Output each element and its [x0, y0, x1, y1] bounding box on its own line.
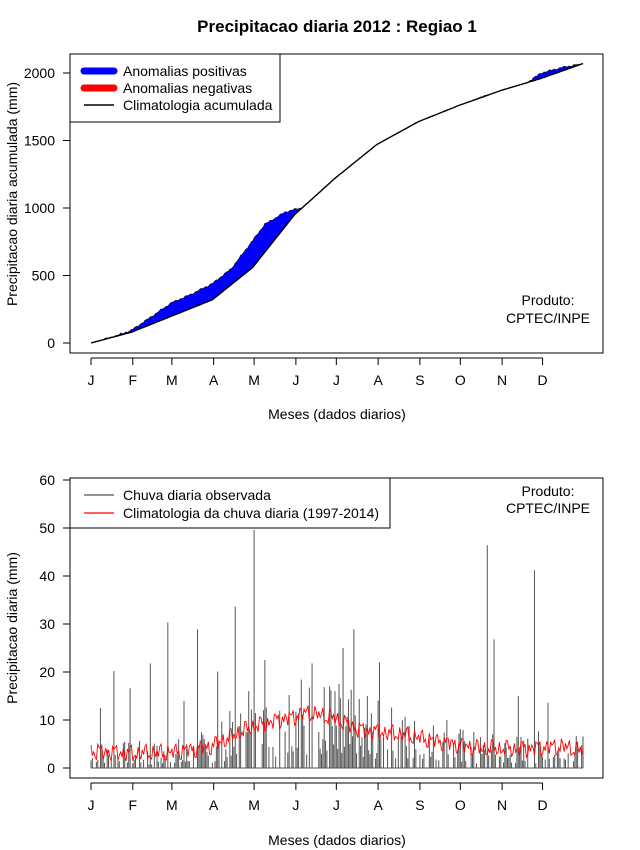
y-tick-label: 20	[39, 664, 55, 680]
daily-plot-area	[90, 529, 584, 769]
x-tick-label: N	[497, 372, 507, 388]
climatology-accumulated-line	[90, 62, 584, 344]
figure-title: Precipitacao diaria 2012 : Regiao 1	[197, 17, 477, 36]
x-tick-label: N	[497, 797, 507, 813]
daily-legend-box	[69, 477, 391, 529]
x-tick-label: O	[455, 797, 466, 813]
x-tick-label: F	[129, 797, 138, 813]
cumulative-y-axis: 0 500 1000 1500 2000	[24, 65, 70, 351]
daily-y-axis: 0 10 20 30 40 50 60	[39, 472, 70, 776]
x-tick-label: O	[455, 372, 466, 388]
y-tick-label: 500	[32, 268, 56, 284]
x-tick-label: A	[373, 797, 383, 813]
x-tick-label: A	[209, 372, 219, 388]
x-tick-label: J	[88, 372, 95, 388]
product-source-bottom: CPTEC/INPE	[506, 500, 590, 516]
product-label-bottom: Produto:	[522, 483, 575, 499]
y-tick-label: 30	[39, 616, 55, 632]
x-tick-label: A	[209, 797, 219, 813]
x-tick-label: D	[537, 797, 547, 813]
cumulative-y-axis-label: Precipitacao diaria acumulada (mm)	[4, 82, 20, 306]
x-tick-label: M	[248, 797, 260, 813]
x-tick-label: J	[333, 372, 340, 388]
legend-label-observed: Chuva diaria observada	[123, 487, 271, 503]
daily-x-axis-label: Meses (dados diarios)	[268, 832, 406, 848]
x-tick-label: A	[373, 372, 383, 388]
x-tick-label: J	[292, 797, 299, 813]
cumulative-plot-frame	[69, 53, 604, 354]
y-tick-label: 1000	[24, 200, 55, 216]
daily-climatology-line	[90, 705, 584, 762]
x-tick-label: M	[166, 797, 178, 813]
x-tick-label: S	[415, 372, 424, 388]
x-tick-label: S	[415, 797, 424, 813]
x-tick-label: M	[166, 372, 178, 388]
legend-label-negative: Anomalias negativas	[123, 80, 252, 96]
x-tick-label: J	[292, 372, 299, 388]
cumulative-x-axis-label: Meses (dados diarios)	[268, 406, 406, 422]
cumulative-plot-area	[90, 62, 584, 344]
x-tick-label: M	[248, 372, 260, 388]
legend-label-positive: Anomalias positivas	[123, 63, 247, 79]
y-tick-label: 2000	[24, 65, 55, 81]
legend-label-climatology: Climatologia acumulada	[123, 97, 273, 113]
cumulative-legend: Anomalias positivas Anomalias negativas …	[69, 53, 281, 123]
y-tick-label: 1500	[24, 133, 55, 149]
y-tick-label: 10	[39, 712, 55, 728]
y-tick-label: 60	[39, 472, 55, 488]
product-label-top: Produto:	[522, 292, 575, 308]
daily-y-axis-label: Precipitacao diaria (mm)	[4, 552, 20, 704]
x-tick-label: D	[537, 372, 547, 388]
x-tick-label: F	[129, 372, 138, 388]
y-tick-label: 50	[39, 520, 55, 536]
legend-label-daily-climatology: Climatologia da chuva diaria (1997-2014)	[123, 505, 379, 521]
product-source-top: CPTEC/INPE	[506, 310, 590, 326]
y-tick-label: 0	[47, 335, 55, 351]
cumulative-chart: 0 500 1000 1500 2000 J F M A M J J A S O N D Meses (dad…	[4, 53, 604, 422]
daily-chart: 0 10 20 30 40 50 60 J F M A M J J A S O N D Meses (dados …	[4, 472, 604, 848]
x-tick-label: J	[333, 797, 340, 813]
daily-legend: Chuva diaria observada Climatologia da c…	[69, 477, 391, 529]
observed-daily-bars	[90, 529, 584, 768]
y-tick-label: 40	[39, 568, 55, 584]
x-tick-label: J	[88, 797, 95, 813]
y-tick-label: 0	[47, 760, 55, 776]
